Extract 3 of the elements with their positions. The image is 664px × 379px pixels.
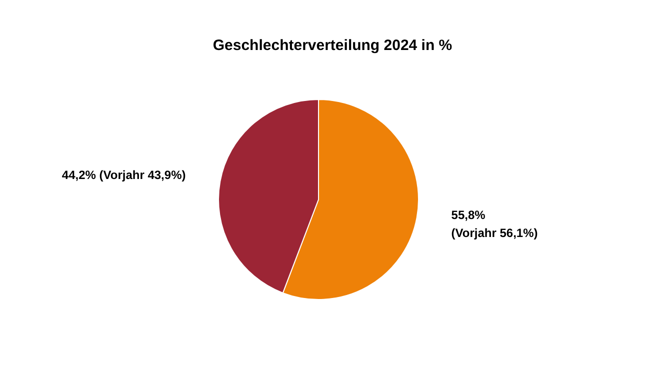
data-label: 44,2% (Vorjahr 43,9%) [62,168,186,182]
chart-title: Geschlechterverteilung 2024 in % [212,37,452,54]
data-label: 55,8% (Vorjahr 56,1%) [451,208,538,240]
